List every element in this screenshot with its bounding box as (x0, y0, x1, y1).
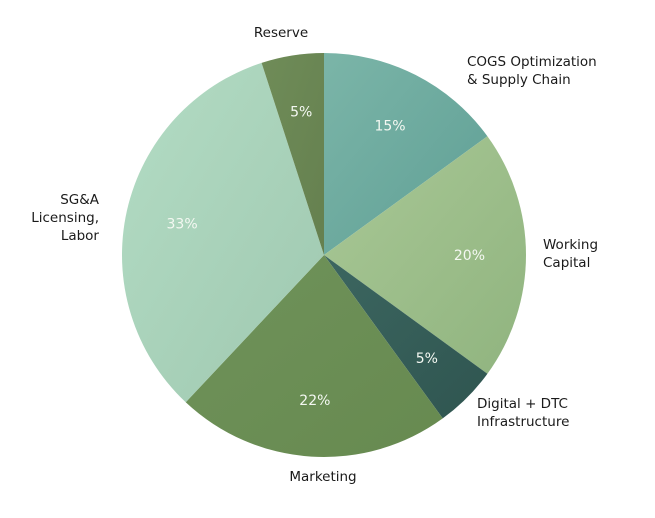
pie-slice (261, 53, 324, 255)
slice-percent-label: 33% (167, 216, 198, 232)
pie-slice (324, 136, 527, 374)
pie-slice (324, 255, 488, 419)
pie-slice (121, 62, 324, 403)
slice-percent-label: 15% (374, 118, 405, 134)
slice-category-label: Working Capital (543, 237, 598, 271)
slice-category-label: Digital + DTC Infrastructure (477, 396, 569, 430)
slice-percent-label: 22% (299, 393, 330, 409)
slice-category-label: COGS Optimization & Supply Chain (467, 54, 597, 88)
slice-category-label: Marketing (289, 469, 356, 485)
pie-slice (185, 255, 443, 458)
slice-category-label: SG&A Licensing, Labor (31, 192, 100, 244)
slice-category-label: Reserve (254, 25, 308, 41)
slice-percent-label: 20% (454, 248, 485, 264)
slice-percent-label: 5% (416, 351, 438, 367)
slice-percent-label: 5% (290, 104, 312, 120)
pie-slice (324, 53, 488, 255)
